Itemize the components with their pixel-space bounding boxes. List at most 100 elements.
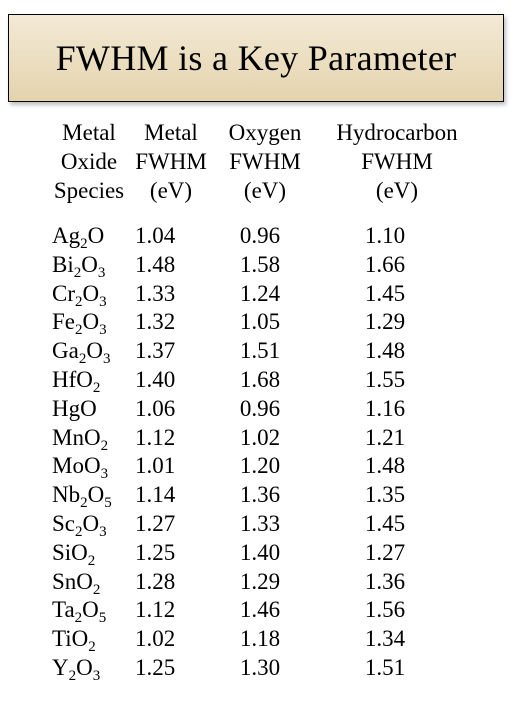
formula-part: Sc: [52, 510, 75, 536]
formula-subscript: 2: [80, 236, 88, 252]
oxygen-fwhm-value: 1.68: [239, 366, 281, 392]
table-row: MnO2 1.12 1.02 1.21: [0, 424, 518, 454]
oxygen-fwhm-value: 1.02: [239, 424, 281, 450]
metal-fwhm-value: 1.28: [135, 568, 176, 594]
species-formula: Fe2O3: [52, 308, 107, 339]
table-row: Bi2O3 1.48 1.58 1.66: [0, 251, 518, 281]
species-formula: HgO: [52, 395, 97, 423]
formula-subscript: 5: [104, 495, 112, 512]
header-metal-line-2: FWHM: [135, 149, 207, 174]
formula-subscript: 2: [75, 293, 83, 310]
formula-part: HfO: [52, 366, 93, 392]
formula-part: O: [81, 251, 98, 277]
oxygen-fwhm-value: 0.96: [239, 395, 281, 421]
hydrocarbon-fwhm-value: 1.35: [364, 482, 406, 508]
table-row: Sc2O3 1.27 1.33 1.45: [0, 510, 518, 540]
species-formula: SnO2: [52, 568, 101, 598]
formula-part: Y: [52, 654, 69, 680]
formula-subscript: 2: [87, 552, 96, 569]
slide-title: FWHM is a Key Parameter: [55, 38, 457, 78]
header-oxygen-line-2: FWHM: [229, 149, 301, 174]
header-metal-line-3: (eV): [149, 178, 193, 203]
formula-subscript: 3: [99, 322, 107, 339]
header-oxygen-line-3: (eV): [243, 178, 287, 203]
oxygen-fwhm-value: 1.36: [239, 482, 281, 508]
header-species-line-1: Metal: [62, 120, 116, 145]
metal-fwhm-value: 1.04: [135, 223, 176, 248]
species-formula: Bi2O3: [52, 251, 106, 281]
header-hydrocarbon-line-1: Hydrocarbon: [336, 120, 458, 145]
header-hydrocarbon-fwhm: Hydrocarbon FWHM (eV): [326, 118, 468, 205]
formula-part: O: [82, 597, 99, 623]
header-hydrocarbon-line-3: (eV): [375, 178, 419, 203]
species-formula: Nb2O5: [52, 481, 112, 512]
hydrocarbon-fwhm-value: 1.16: [364, 395, 406, 421]
formula-part: O: [76, 654, 93, 680]
species-formula: Sc2O3: [52, 510, 107, 540]
formula-part: Fe: [52, 309, 75, 335]
metal-fwhm-value: 1.25: [135, 539, 176, 565]
table-row: Cr2O3 1.33 1.24 1.45: [0, 280, 518, 310]
formula-subscript: 2: [75, 322, 83, 339]
formula-part: O: [87, 223, 105, 248]
formula-part: O: [82, 510, 100, 536]
metal-fwhm-value: 1.01: [135, 453, 176, 479]
formula-part: SnO: [52, 568, 93, 594]
table-row: SnO2 1.28 1.29 1.36: [0, 568, 518, 598]
metal-fwhm-value: 1.33: [135, 280, 176, 306]
header-oxygen-line-1: Oxygen: [228, 120, 302, 145]
table-row: Ta2O5 1.12 1.46 1.56: [0, 596, 518, 626]
table-row: Ga2O3 1.37 1.51 1.48: [0, 337, 518, 368]
formula-subscript: 3: [100, 466, 109, 483]
formula-subscript: 2: [100, 437, 109, 454]
formula-part: TiO: [52, 626, 89, 652]
hydrocarbon-fwhm-value: 1.55: [364, 366, 406, 392]
formula-subscript: 2: [75, 523, 83, 540]
header-species-line-2: Oxide: [60, 149, 118, 174]
table-row: SiO2 1.25 1.40 1.27: [0, 539, 518, 569]
species-formula: Ag2O: [52, 222, 105, 252]
formula-subscript: 2: [92, 379, 101, 396]
oxygen-fwhm-value: 1.30: [239, 654, 281, 680]
species-formula: Ga2O3: [52, 337, 111, 368]
oxygen-fwhm-value: 0.96: [239, 223, 281, 248]
oxygen-fwhm-value: 1.33: [239, 510, 281, 536]
oxygen-fwhm-value: 1.05: [239, 309, 281, 335]
species-formula: Y2O3: [52, 654, 100, 684]
metal-fwhm-value: 1.40: [135, 366, 176, 392]
header-metal-fwhm: Metal FWHM (eV): [131, 118, 211, 205]
hydrocarbon-fwhm-value: 1.56: [364, 597, 406, 623]
formula-subscript: 3: [97, 264, 106, 281]
hydrocarbon-fwhm-value: 1.66: [364, 251, 406, 277]
table-row: MoO3 1.01 1.20 1.48: [0, 452, 518, 483]
oxygen-fwhm-value: 1.46: [239, 597, 281, 623]
hydrocarbon-fwhm-value: 1.45: [364, 510, 406, 536]
header-oxygen-fwhm: Oxygen FWHM (eV): [224, 118, 306, 205]
formula-part: O: [82, 280, 100, 306]
formula-part: SiO: [52, 539, 88, 565]
metal-fwhm-value: 1.37: [135, 338, 176, 364]
oxygen-fwhm-value: 1.20: [239, 453, 281, 479]
formula-subscript: 3: [102, 351, 111, 368]
hydrocarbon-fwhm-value: 1.48: [364, 453, 406, 479]
species-formula: SiO2: [52, 539, 96, 569]
oxygen-fwhm-value: 1.51: [239, 338, 281, 364]
formula-part: Ta: [52, 597, 75, 623]
formula-subscript: 2: [73, 264, 82, 281]
metal-fwhm-value: 1.02: [135, 626, 176, 652]
hydrocarbon-fwhm-value: 1.21: [364, 424, 406, 450]
hydrocarbon-fwhm-value: 1.36: [364, 568, 406, 594]
formula-part: O: [87, 482, 105, 508]
formula-part: Bi: [52, 251, 74, 277]
header-species-line-3: Species: [53, 178, 125, 203]
oxygen-fwhm-value: 1.40: [239, 539, 281, 565]
formula-part: MoO: [52, 453, 101, 479]
metal-fwhm-value: 1.12: [135, 597, 176, 623]
formula-subscript: 2: [92, 581, 101, 598]
hydrocarbon-fwhm-value: 1.27: [364, 539, 406, 565]
oxygen-fwhm-value: 1.58: [239, 251, 281, 277]
hydrocarbon-fwhm-value: 1.48: [364, 338, 406, 364]
formula-part: Ag: [52, 223, 81, 248]
formula-part: O: [86, 338, 103, 364]
fwhm-table-body: Ag2O 1.04 0.96 1.10 Bi2O3 1.48 1.58 1.66 Cr2O3 1.…: [0, 222, 518, 683]
